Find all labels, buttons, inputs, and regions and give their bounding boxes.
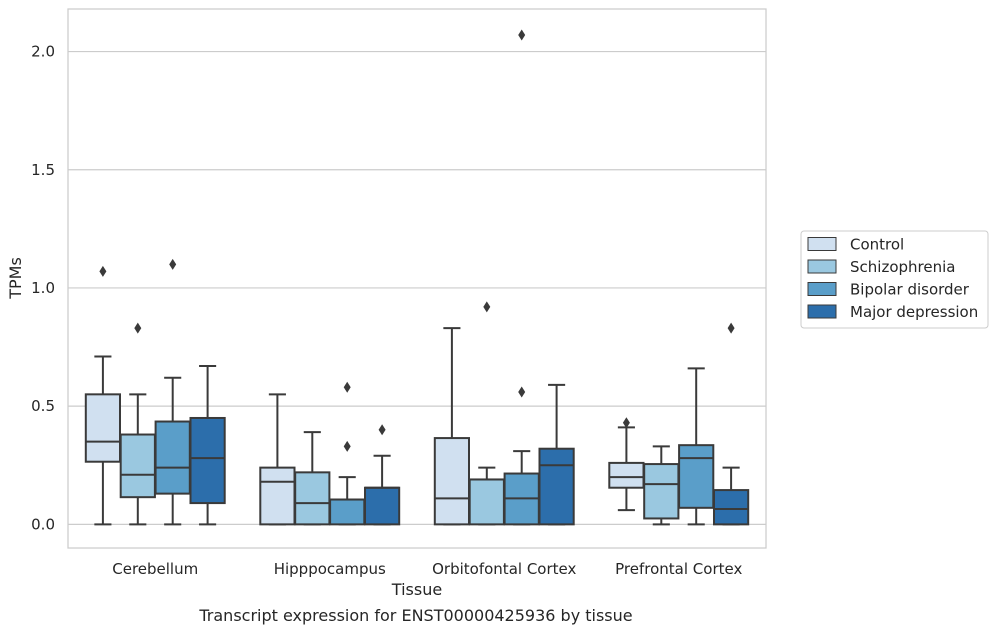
x-tick-labels: Cerebellum Hipppocampus Orbitofontal Corte…: [112, 560, 742, 578]
y-axis-label: TPMs: [6, 257, 25, 300]
y-tick-label: 1.5: [31, 161, 55, 179]
outlier-point: [169, 258, 177, 270]
box: [259, 393, 296, 526]
box-iqr: [259, 466, 296, 526]
box-iqr: [363, 486, 401, 526]
y-gridlines: [68, 50, 766, 525]
legend-label: Bipolar disorder: [850, 281, 970, 299]
box-series: [84, 29, 750, 526]
legend-swatch: [807, 282, 837, 296]
box-iqr: [189, 416, 226, 505]
outlier-point: [99, 265, 107, 277]
box: [678, 367, 715, 526]
box-iqr: [329, 498, 366, 526]
outlier-point: [727, 322, 735, 334]
box: [189, 364, 226, 526]
y-tick-label: 2.0: [31, 43, 55, 61]
plot-frame: [67, 8, 767, 549]
box: [712, 322, 750, 526]
x-axis-label: Tissue: [391, 580, 442, 599]
box: [294, 431, 331, 526]
outlier-point: [622, 417, 630, 429]
y-tick-labels: 0.0 0.5 1.0 1.5 2.0: [31, 43, 55, 534]
x-tick-label: Cerebellum: [112, 560, 198, 578]
box-iqr: [468, 478, 505, 526]
box-iqr: [294, 471, 331, 526]
outlier-point: [518, 386, 526, 398]
box: [119, 322, 156, 526]
box: [538, 383, 575, 526]
legend-frame: [800, 230, 989, 329]
legend-label: Major depression: [850, 303, 978, 321]
box: [643, 445, 680, 526]
y-tick-label: 1.0: [31, 279, 55, 297]
box-iqr: [608, 461, 645, 489]
box: [84, 265, 122, 526]
box: [154, 258, 191, 526]
x-tick-label: Hipppocampus: [274, 560, 386, 578]
box-iqr: [678, 444, 715, 509]
outlier-point: [134, 322, 142, 334]
box: [363, 424, 401, 526]
legend-swatch: [807, 304, 837, 319]
x-tick-label: Prefrontal Cortex: [615, 560, 742, 578]
figure-caption: Transcript expression for ENST0000042593…: [199, 606, 633, 625]
box-iqr: [712, 489, 750, 526]
outlier-point: [343, 381, 351, 393]
box: [608, 417, 645, 512]
box-iqr: [119, 433, 156, 499]
box-iqr: [84, 393, 122, 463]
box: [329, 381, 366, 526]
box-iqr: [433, 437, 471, 526]
box: [503, 29, 540, 526]
outlier-point: [518, 29, 526, 41]
legend: Control Schizophrenia Bipolar disorder Majo…: [800, 230, 989, 329]
legend-swatch: [807, 237, 837, 251]
outlier-point: [343, 440, 351, 452]
box: [468, 301, 505, 526]
outlier-point: [483, 301, 491, 313]
box: [433, 327, 471, 526]
box-iqr: [643, 463, 680, 520]
legend-swatch: [807, 259, 837, 274]
legend-label: Schizophrenia: [850, 258, 955, 276]
legend-label: Control: [850, 236, 904, 254]
y-tick-label: 0.0: [31, 515, 55, 533]
y-tick-label: 0.5: [31, 397, 55, 415]
box-iqr: [538, 447, 575, 526]
outlier-point: [378, 424, 386, 436]
x-tick-label: Orbitofontal Cortex: [432, 560, 576, 578]
box-iqr: [154, 420, 191, 495]
